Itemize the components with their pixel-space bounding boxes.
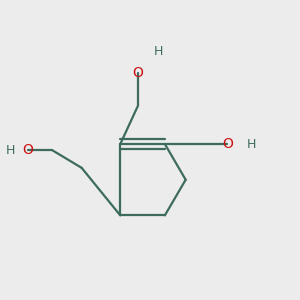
Text: O: O: [133, 66, 143, 80]
Text: O: O: [222, 137, 233, 151]
Text: H: H: [154, 45, 164, 58]
Text: O: O: [23, 143, 34, 157]
Text: H: H: [246, 138, 256, 151]
Text: H: H: [6, 143, 15, 157]
